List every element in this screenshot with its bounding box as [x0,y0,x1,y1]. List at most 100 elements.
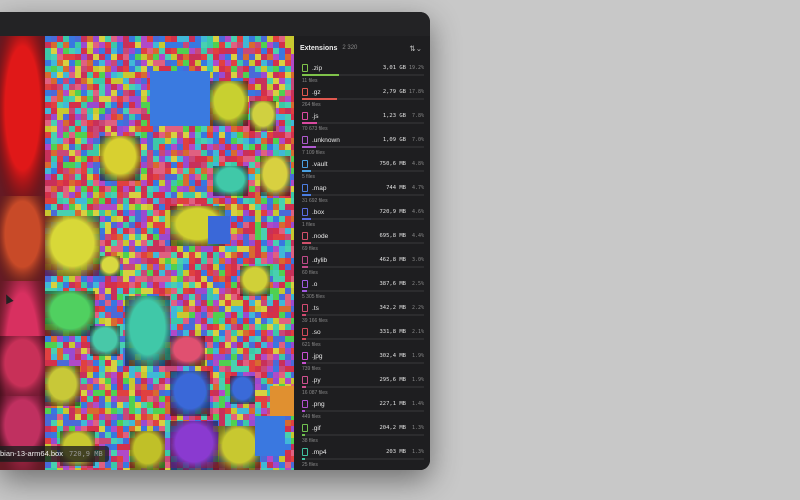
treemap-tile[interactable] [129,90,135,96]
treemap-tile[interactable] [291,270,294,276]
treemap-tile[interactable] [291,42,294,48]
treemap-tile[interactable] [141,378,147,384]
treemap-tile[interactable] [261,150,267,156]
treemap-tile[interactable] [69,102,75,108]
treemap-tile[interactable] [207,258,213,264]
treemap-tile[interactable] [159,234,165,240]
treemap-tile[interactable] [183,138,189,144]
treemap-tile[interactable] [189,138,195,144]
treemap-tile[interactable] [141,108,147,114]
treemap-tile[interactable] [99,114,105,120]
treemap-tile[interactable] [111,252,117,258]
treemap-tile[interactable] [129,372,135,378]
treemap-tile[interactable] [153,282,159,288]
treemap-tile[interactable] [0,196,45,281]
treemap-tile[interactable] [105,234,111,240]
treemap-tile[interactable] [291,324,294,330]
treemap-tile[interactable] [225,264,231,270]
extension-row[interactable]: .o 387,6 MB 2.5% 5 305 files [294,276,430,300]
treemap-tile[interactable] [45,150,51,156]
treemap-tile[interactable] [123,366,129,372]
treemap-tile[interactable] [207,156,213,162]
treemap-tile[interactable] [291,54,294,60]
treemap-tile[interactable] [171,132,177,138]
treemap-tile[interactable] [129,246,135,252]
treemap-tile[interactable] [255,342,261,348]
treemap-tile[interactable] [249,360,255,366]
treemap-tile[interactable] [93,366,99,372]
treemap-tile[interactable] [147,240,153,246]
treemap-tile[interactable] [141,408,147,414]
treemap-tile[interactable] [201,66,207,72]
treemap-tile[interactable] [135,204,141,210]
treemap-tile[interactable] [183,270,189,276]
treemap-tile[interactable] [201,294,207,300]
treemap-tile[interactable] [99,126,105,132]
treemap-tile[interactable] [273,264,279,270]
treemap-tile[interactable] [123,276,129,282]
treemap-tile[interactable] [93,186,99,192]
treemap-tile[interactable] [123,216,129,222]
treemap-tile[interactable] [285,252,291,258]
treemap-tile[interactable] [249,324,255,330]
treemap-tile[interactable] [249,96,255,102]
treemap-tile[interactable] [141,162,147,168]
treemap-tile[interactable] [273,318,279,324]
treemap-tile[interactable] [153,276,159,282]
treemap-tile[interactable] [45,342,51,348]
treemap-tile[interactable] [291,102,294,108]
treemap-tile[interactable] [81,408,87,414]
treemap-tile[interactable] [69,348,75,354]
treemap-tile[interactable] [165,180,171,186]
treemap-tile[interactable] [279,372,285,378]
treemap-tile[interactable] [255,222,261,228]
treemap-tile[interactable] [99,180,105,186]
treemap-tile[interactable] [123,378,129,384]
treemap-tile[interactable] [219,264,225,270]
treemap-tile[interactable] [45,438,51,444]
treemap-tile[interactable] [189,264,195,270]
treemap-tile[interactable] [105,318,111,324]
treemap-tile[interactable] [255,78,261,84]
treemap-tile[interactable] [219,42,225,48]
treemap-tile[interactable] [105,312,111,318]
treemap-tile[interactable] [279,132,285,138]
treemap-tile[interactable] [63,468,69,470]
treemap-tile[interactable] [267,60,273,66]
treemap-tile[interactable] [165,426,171,432]
treemap-tile[interactable] [129,180,135,186]
treemap-tile[interactable] [285,84,291,90]
treemap-tile[interactable] [291,186,294,192]
treemap-tile[interactable] [135,114,141,120]
treemap-tile[interactable] [225,204,231,210]
treemap-tile[interactable] [87,180,93,186]
treemap-tile[interactable] [123,120,129,126]
treemap-tile[interactable] [51,180,57,186]
treemap-tile[interactable] [279,60,285,66]
treemap-tile[interactable] [189,312,195,318]
treemap-tile[interactable] [243,366,249,372]
treemap-tile[interactable] [273,282,279,288]
treemap-tile[interactable] [213,402,219,408]
treemap-tile[interactable] [279,36,285,42]
treemap-tile[interactable] [201,180,207,186]
treemap-tile[interactable] [285,42,291,48]
treemap-tile[interactable] [207,354,213,360]
treemap-tile[interactable] [105,120,111,126]
treemap-tile[interactable] [213,318,219,324]
treemap-tile[interactable] [249,210,255,216]
treemap-tile[interactable] [81,138,87,144]
treemap-tile[interactable] [123,288,129,294]
treemap-tile[interactable] [159,408,165,414]
treemap-tile[interactable] [117,72,123,78]
treemap-tile[interactable] [105,420,111,426]
treemap-tile[interactable] [123,258,129,264]
treemap-tile[interactable] [273,372,279,378]
treemap-tile[interactable] [69,48,75,54]
treemap-tile[interactable] [153,390,159,396]
extension-row[interactable]: .ts 342,2 MB 2.2% 39 166 files [294,300,430,324]
treemap-tile[interactable] [237,198,243,204]
treemap-tile[interactable] [231,228,237,234]
treemap-tile[interactable] [141,180,147,186]
treemap-tile[interactable] [123,72,129,78]
